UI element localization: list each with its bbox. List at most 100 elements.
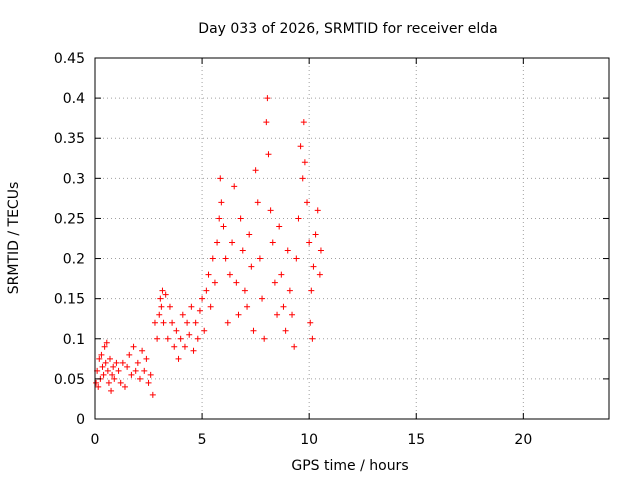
data-point	[226, 271, 233, 278]
data-point	[244, 303, 251, 310]
data-point	[231, 183, 238, 190]
y-axis-label: SRMTID / TECUs	[6, 182, 22, 295]
data-point	[166, 303, 173, 310]
data-point	[276, 223, 283, 230]
data-point	[269, 239, 276, 246]
data-point	[304, 199, 311, 206]
y-tick-label: 0.1	[63, 332, 85, 348]
y-tick-label: 0.2	[63, 252, 85, 268]
data-point	[151, 319, 158, 326]
data-point	[111, 375, 118, 382]
data-point	[263, 119, 270, 126]
data-point	[289, 311, 296, 318]
data-point	[222, 255, 229, 262]
data-point	[108, 387, 115, 394]
data-point	[103, 339, 110, 346]
data-point	[162, 291, 169, 298]
plot-frame	[94, 57, 610, 420]
data-point	[96, 355, 103, 362]
data-point	[93, 379, 100, 386]
data-point	[299, 175, 306, 182]
data-point	[157, 295, 164, 302]
data-point	[196, 307, 203, 314]
data-point	[295, 215, 302, 222]
y-tick-label: 0.35	[54, 131, 85, 147]
data-point	[291, 343, 298, 350]
data-point	[300, 119, 307, 126]
data-point	[250, 327, 257, 334]
data-point	[160, 319, 167, 326]
y-tick-label: 0.4	[63, 91, 85, 107]
data-point	[280, 303, 287, 310]
data-point	[105, 379, 112, 386]
x-tick-label: 15	[407, 432, 425, 448]
data-point	[301, 159, 308, 166]
data-point	[252, 167, 259, 174]
data-point	[246, 231, 253, 238]
data-point	[147, 371, 154, 378]
data-point	[115, 367, 122, 374]
data-point	[271, 279, 278, 286]
data-point	[119, 359, 126, 366]
data-point	[128, 371, 135, 378]
grid	[95, 58, 609, 419]
data-point	[201, 327, 208, 334]
data-point	[106, 355, 113, 362]
data-point	[310, 263, 317, 270]
y-tick-label: 0.05	[54, 372, 85, 388]
data-point	[261, 335, 268, 342]
data-point	[173, 327, 180, 334]
data-point	[314, 207, 321, 214]
data-point	[109, 371, 116, 378]
data-point	[248, 263, 255, 270]
y-tick-label: 0.45	[54, 51, 85, 67]
data-point	[286, 287, 293, 294]
data-point	[141, 367, 148, 374]
data-point	[316, 271, 323, 278]
data-point	[199, 295, 206, 302]
data-point	[139, 347, 146, 354]
data-point	[209, 255, 216, 262]
data-point	[203, 287, 210, 294]
data-point	[134, 359, 141, 366]
data-point	[181, 343, 188, 350]
data-point	[113, 359, 120, 366]
data-point	[158, 303, 165, 310]
data-point	[190, 347, 197, 354]
data-point	[229, 239, 236, 246]
data-point	[233, 279, 240, 286]
x-tick-label: 10	[300, 432, 318, 448]
x-axis-label: GPS time / hours	[291, 458, 408, 474]
data-point	[110, 363, 117, 370]
data-point	[98, 351, 105, 358]
data-point	[145, 379, 152, 386]
data-point	[265, 151, 272, 158]
data-point	[308, 287, 315, 294]
data-point	[169, 319, 176, 326]
data-point	[192, 319, 199, 326]
data-point	[130, 343, 137, 350]
data-point	[132, 367, 139, 374]
data-point	[235, 311, 242, 318]
y-tick-label: 0.25	[54, 211, 85, 227]
x-tick-label: 20	[514, 432, 532, 448]
data-point	[256, 255, 263, 262]
data-point	[282, 327, 289, 334]
data-point	[307, 319, 314, 326]
data-point	[317, 247, 324, 254]
data-point	[297, 143, 304, 150]
data-point	[309, 335, 316, 342]
data-point	[220, 223, 227, 230]
data-point	[218, 199, 225, 206]
data-point	[177, 335, 184, 342]
x-tick-label: 5	[198, 432, 207, 448]
data-point	[159, 287, 166, 294]
data-point	[239, 247, 246, 254]
data-point	[254, 199, 261, 206]
data-point	[237, 215, 244, 222]
data-point	[143, 355, 150, 362]
data-point	[104, 367, 111, 374]
data-point	[171, 343, 178, 350]
data-point	[184, 319, 191, 326]
